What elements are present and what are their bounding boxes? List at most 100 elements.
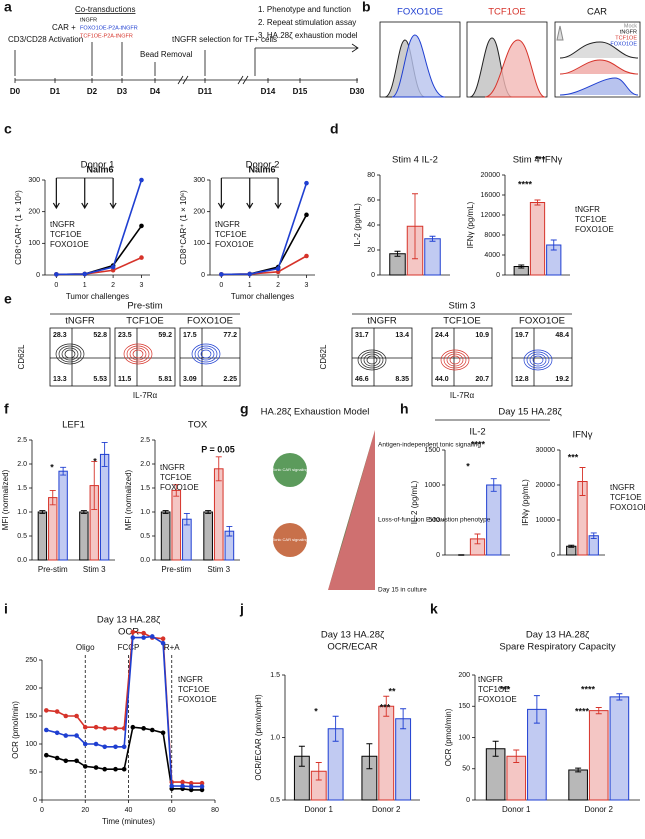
annotation: Nalm6 — [86, 164, 113, 174]
error-bar — [215, 456, 222, 482]
histogram-title: FOXO1OE — [397, 7, 443, 18]
point — [82, 271, 88, 277]
point — [74, 713, 79, 719]
point — [82, 724, 88, 730]
model-text: Day 15 in culture — [378, 587, 427, 594]
y-tick-label: 0 — [496, 272, 500, 279]
bar — [48, 497, 58, 561]
legend-entry: FOXO1OE — [178, 695, 217, 704]
error-bar — [513, 749, 520, 763]
annotation: **** — [471, 439, 486, 449]
quadrant-value: 5.81 — [158, 376, 172, 383]
model-text: Loss-of-function Exhaustion phenotype — [378, 517, 491, 524]
quadrant-value: 8.35 — [395, 376, 409, 383]
legend-entry: FOXO1OE — [575, 225, 614, 234]
legend-entry: FOXO1OE — [478, 695, 517, 704]
error-bar — [173, 484, 180, 497]
y-tick-label: 30000 — [536, 447, 556, 454]
quadrant-value: 44.0 — [435, 376, 449, 383]
contour — [194, 345, 218, 363]
point — [44, 727, 49, 733]
contour — [443, 351, 467, 369]
legend-entry: FOXO1OE — [160, 483, 199, 492]
bar — [378, 705, 395, 801]
x-tick-label: Donor 1 — [305, 805, 334, 814]
y-tick-label: 50 — [29, 769, 37, 776]
legend-entry: tNGFR — [50, 220, 75, 229]
point — [121, 744, 127, 750]
point — [130, 724, 136, 730]
y-tick-label: 2.5 — [140, 437, 150, 444]
point — [149, 727, 155, 733]
bar — [79, 511, 89, 561]
series-line — [46, 726, 203, 791]
x-axis-label: Time (minutes) — [102, 817, 155, 826]
challenge-arrow — [217, 178, 225, 210]
injection-label: Oligo — [76, 643, 95, 652]
contour — [123, 343, 153, 365]
legend-entry: TCF1OE — [215, 230, 247, 239]
point — [102, 766, 108, 772]
point — [113, 766, 118, 772]
histogram-frame — [554, 21, 641, 98]
quadrant-value: 12.8 — [515, 376, 529, 383]
legend-entry: FOXO1OE — [610, 503, 645, 512]
x-tick-label: 0 — [54, 282, 58, 289]
step: 3. HA.28ζ exhaustion model — [258, 31, 358, 40]
cell-label: Tonic CAR signaling — [272, 467, 308, 472]
error-bar — [332, 715, 339, 742]
chart-title: Day 13 HA.28ζ — [321, 630, 385, 641]
y-tick-label: 100 — [193, 240, 205, 247]
legend-entry: TCF1OE — [50, 230, 82, 239]
y-axis-label: IFNγ (pg/mL) — [466, 201, 475, 248]
point — [219, 272, 224, 277]
point — [139, 177, 144, 183]
y-tick-label: 2.5 — [17, 437, 27, 444]
point — [110, 264, 116, 270]
y-axis-label: OCR (pmol/min) — [444, 708, 453, 766]
y-tick-label: 100 — [25, 741, 37, 748]
point — [139, 255, 144, 260]
contour — [366, 355, 378, 365]
panel-label: i — [4, 601, 8, 617]
y-tick-label: 0 — [36, 272, 40, 279]
contour — [197, 347, 215, 361]
y-tick-label: 16000 — [481, 192, 501, 199]
y-tick-label: 100 — [28, 240, 40, 247]
quadrant-value: 3.09 — [183, 376, 197, 383]
error-bar — [101, 441, 108, 467]
point — [139, 223, 144, 229]
quadrant-value: 48.4 — [555, 332, 569, 339]
y-axis-label: CD8⁺CAR⁺ (1 × 10⁶) — [179, 190, 188, 265]
point — [160, 636, 166, 642]
contour — [64, 349, 76, 359]
point — [44, 752, 49, 758]
co-transductions: Co-transductions — [75, 5, 135, 14]
x-tick-label: 20 — [81, 807, 89, 814]
contour — [61, 347, 79, 361]
challenge-arrow — [109, 178, 117, 210]
y-tick-label: 200 — [193, 209, 205, 216]
flow-plot-label: tNGFR — [65, 316, 95, 327]
y-tick-label: 1000 — [424, 482, 440, 489]
point — [74, 733, 79, 738]
y-tick-label: 12000 — [481, 212, 501, 219]
y-tick-label: 0 — [551, 552, 555, 559]
error-bar — [474, 533, 481, 545]
x-tick-label: Pre-stim — [38, 565, 68, 574]
quadrant-value: 24.4 — [435, 332, 449, 339]
flow-frame — [49, 327, 111, 387]
chart-title: IL-2 — [469, 427, 485, 438]
y-tick-label: 20000 — [536, 482, 556, 489]
x-axis-label: Tumor challenges — [66, 292, 129, 301]
legend-entry: tNGFR — [178, 675, 203, 684]
point — [54, 272, 59, 277]
histogram-curve — [484, 39, 546, 98]
selection: tNGFR selection for TF+ cells — [172, 35, 277, 44]
y-axis-label: MFI (normalized) — [1, 469, 10, 530]
y-tick-label: 150 — [25, 713, 37, 720]
error-bar — [490, 478, 497, 492]
error-bar — [383, 695, 390, 717]
error-bar — [518, 264, 525, 269]
y-axis-label: IL-2 (pg/mL) — [353, 203, 362, 247]
